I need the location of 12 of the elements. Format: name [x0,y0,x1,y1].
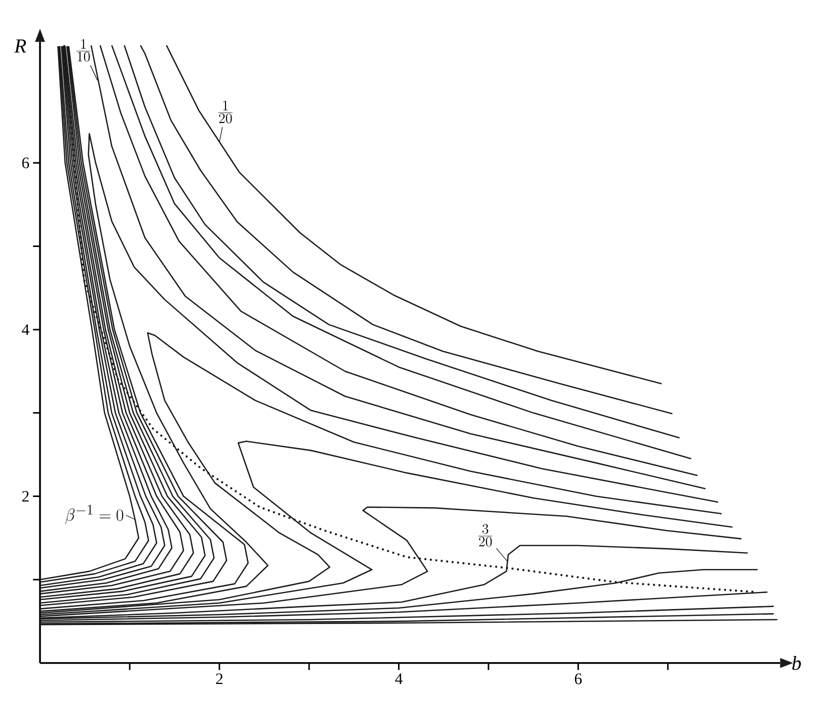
annotation: $\frac{1}{10}$ [76,39,90,62]
y-tick-label: 4 [22,324,30,335]
y-axis-title: R [14,39,26,53]
x-tick-label: 2 [216,674,223,684]
annotation: $\frac{1}{20}$ [218,100,232,124]
annotation: $\beta^{-1}=0$ [65,504,124,524]
x-tick-label: 6 [574,674,582,684]
y-tick-label: 6 [22,158,30,168]
annotation: $\frac{3}{20}$ [478,524,492,547]
x-tick-label: 4 [395,674,403,684]
y-tick-label: 2 [22,491,29,502]
x-axis-title: b [792,656,801,670]
